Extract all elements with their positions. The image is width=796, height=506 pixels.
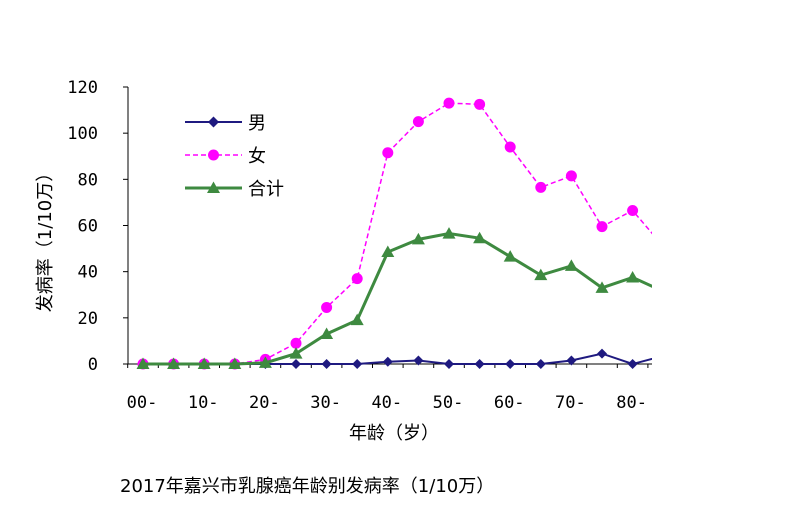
data-point xyxy=(443,97,455,109)
legend-label-total: 合计 xyxy=(248,179,284,200)
x-tick-label: 60- xyxy=(494,393,525,413)
data-point xyxy=(627,359,638,369)
x-tick-label: 00- xyxy=(127,393,158,413)
y-axis-title: 发病率（1/10万） xyxy=(35,164,56,312)
x-tick-label: 30- xyxy=(310,393,341,413)
legend-label-female: 女 xyxy=(248,146,266,167)
data-point xyxy=(442,227,456,239)
y-tick-label: 40 xyxy=(78,263,98,283)
data-point xyxy=(412,116,424,128)
data-point xyxy=(321,301,333,313)
legend-label-male: 男 xyxy=(248,113,266,134)
data-point xyxy=(321,359,332,369)
y-tick-label: 60 xyxy=(78,217,98,237)
data-point xyxy=(413,355,424,366)
y-tick-label: 80 xyxy=(78,170,98,190)
data-point xyxy=(504,141,516,153)
data-point xyxy=(291,359,301,369)
data-point xyxy=(503,250,517,262)
data-point xyxy=(136,357,150,369)
data-point xyxy=(626,270,640,283)
data-point xyxy=(565,170,577,182)
y-tick-label: 100 xyxy=(67,124,98,144)
data-point xyxy=(258,356,272,368)
data-point xyxy=(658,351,668,361)
y-tick-label: 20 xyxy=(78,309,98,329)
data-point xyxy=(197,357,211,369)
data-point xyxy=(474,98,486,110)
data-point xyxy=(290,337,302,349)
data-point xyxy=(564,259,578,271)
data-point xyxy=(289,347,303,359)
data-point xyxy=(534,268,548,281)
y-tick-label: 120 xyxy=(67,78,98,98)
data-point xyxy=(657,285,670,297)
series-layer xyxy=(136,97,670,370)
data-point xyxy=(444,359,454,369)
data-point xyxy=(535,359,546,369)
data-point xyxy=(351,273,363,285)
data-point xyxy=(350,313,364,326)
x-tick-label: 20- xyxy=(249,393,280,413)
data-point xyxy=(473,231,487,244)
axes: 0 20 40 60 80 100 120 00- 10- 20- 30- 40- 50- 60- 70- 8… xyxy=(67,78,652,413)
data-point xyxy=(381,245,395,258)
legend-marker-male xyxy=(208,116,219,128)
x-tick-label: 40- xyxy=(371,393,402,413)
legend-marker-female xyxy=(208,149,219,161)
x-tick-label: 10- xyxy=(188,393,219,413)
data-point xyxy=(382,147,394,159)
data-point xyxy=(595,281,609,293)
x-axis-title: 年龄（岁） xyxy=(349,423,439,444)
y-tick-label: 0 xyxy=(88,355,98,375)
data-point xyxy=(505,359,516,369)
data-point xyxy=(658,241,669,252)
legend-marker-total xyxy=(207,181,220,193)
data-point xyxy=(597,348,607,359)
series-line-2 xyxy=(143,232,652,366)
series-line-1 xyxy=(143,102,652,365)
series-line-0 xyxy=(143,352,652,366)
data-point xyxy=(596,221,608,233)
x-tick-label: 50- xyxy=(433,393,464,413)
x-tick-label: 80- xyxy=(616,393,647,413)
data-point xyxy=(627,204,639,216)
data-point xyxy=(382,356,393,367)
legend: 男 女 合计 xyxy=(185,113,284,200)
chart-caption: 2017年嘉兴市乳腺癌年龄别发病率（1/10万） xyxy=(120,476,494,497)
data-point xyxy=(566,355,577,366)
data-point xyxy=(474,359,485,369)
data-point xyxy=(411,232,425,245)
data-point xyxy=(228,357,242,369)
data-point xyxy=(352,359,363,369)
x-tick-label: 70- xyxy=(555,393,586,413)
data-point xyxy=(167,357,181,369)
data-point xyxy=(535,181,547,193)
data-point xyxy=(320,327,334,339)
